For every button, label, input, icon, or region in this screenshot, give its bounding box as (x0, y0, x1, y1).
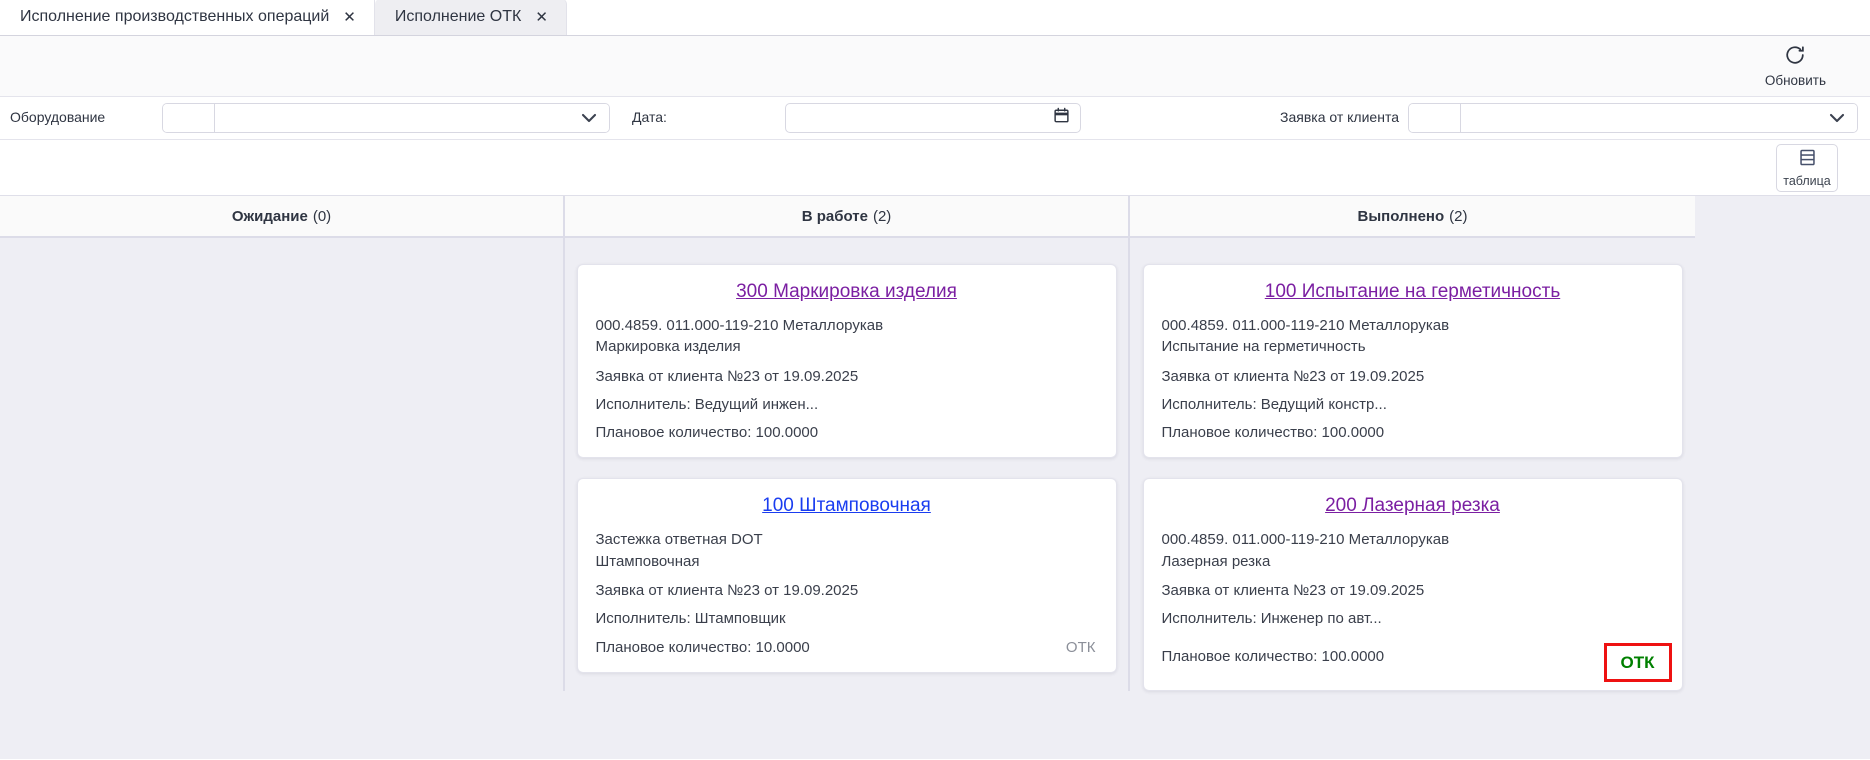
tab-1[interactable]: Исполнение ОТК ✕ (374, 0, 567, 35)
card-quantity-row: Плановое количество: 100.0000 (1162, 422, 1664, 443)
column-title: Ожидание (231, 207, 308, 225)
card-title-link[interactable]: 200 Лазерная резка (1325, 495, 1500, 517)
equipment-filter-select[interactable] (215, 104, 609, 132)
card-quantity: Плановое количество: 100.0000 (595, 424, 819, 442)
operation-card[interactable]: 200 Лазерная резка 000.4859. 011.000-119-… (1142, 478, 1683, 691)
close-icon[interactable]: ✕ (343, 8, 356, 26)
tab-label: Исполнение производственных операций (20, 8, 330, 25)
table-view-label: таблица (1783, 173, 1831, 188)
operation-card[interactable]: 100 Испытание на герметичность 000.4859. … (1142, 264, 1683, 459)
column-card-list (0, 238, 565, 691)
column-card-list: 300 Маркировка изделия 000.4859. 011.000-… (565, 238, 1130, 691)
operation-card[interactable]: 300 Маркировка изделия 000.4859. 011.000-… (576, 264, 1117, 459)
otk-badge-highlighted[interactable]: ОТК (1603, 642, 1672, 682)
column-header: Ожидание (0) (0, 196, 565, 238)
tab-label: Исполнение ОТК (394, 8, 522, 25)
column-title: В работе (801, 207, 868, 225)
card-operation: Маркировка изделия (595, 338, 741, 356)
refresh-icon (1784, 44, 1806, 71)
card-quantity: Плановое количество: 10.0000 (595, 638, 810, 656)
tab-0[interactable]: Исполнение производственных операций ✕ (0, 0, 375, 35)
card-quantity-row: Плановое количество: 100.0000 (596, 422, 1098, 443)
card-performer: Исполнитель: Ведущий констр... (1161, 395, 1387, 413)
date-filter-input[interactable] (785, 103, 1081, 133)
card-title-link[interactable]: 100 Штамповочная (762, 495, 931, 517)
card-product: 000.4859. 011.000-119-210 Металлорукав (1161, 531, 1450, 549)
filter-bar: Оборудование Дата: Заявка от клиента (0, 97, 1870, 140)
card-operation: Штамповочная (595, 552, 700, 570)
column-header: Выполнено (2) (1130, 196, 1695, 238)
card-quantity: Плановое количество: 100.0000 (1161, 424, 1385, 442)
card-client-request: Заявка от клиента №23 от 19.09.2025 (595, 367, 859, 385)
card-quantity-row: Плановое количество: 100.0000 ОТК (1161, 637, 1672, 682)
card-client-request: Заявка от клиента №23 от 19.09.2025 (1161, 582, 1425, 600)
card-product: 000.4859. 011.000-119-210 Металлорукав (595, 317, 884, 334)
equipment-filter-combo[interactable] (162, 103, 610, 133)
column-count: (2) (1449, 207, 1468, 225)
card-product: 000.4859. 011.000-119-210 Металлорукав (1161, 317, 1450, 334)
client-request-filter-select[interactable] (1461, 104, 1857, 132)
card-product: Застежка ответная DOT (595, 531, 763, 549)
client-request-filter-prefix-input[interactable] (1409, 104, 1461, 132)
kanban-column-0: Ожидание (0) (0, 196, 565, 691)
date-filter-label: Дата: (632, 109, 667, 125)
calendar-icon[interactable] (1053, 107, 1070, 129)
kanban-columns: Ожидание (0) В работе (2) 300 Маркировка изд… (0, 196, 1695, 691)
kanban-column-2: Выполнено (2) 100 Испытание на герметичнос… (1130, 196, 1695, 691)
column-header: В работе (2) (565, 196, 1130, 238)
column-card-list: 100 Испытание на герметичность 000.4859. … (1130, 238, 1695, 691)
column-count: (2) (872, 207, 892, 225)
card-quantity: Плановое количество: 100.0000 (1161, 647, 1385, 665)
card-operation: Испытание на герметичность (1161, 338, 1366, 356)
refresh-button[interactable]: Обновить (1757, 42, 1834, 90)
table-view-button[interactable]: таблица (1776, 143, 1838, 192)
client-request-filter-label: Заявка от клиента (1280, 109, 1399, 125)
otk-badge[interactable]: ОТК (1065, 638, 1096, 656)
operation-card[interactable]: 100 Штамповочная Застежка ответная DOT Шта… (576, 478, 1117, 673)
table-icon (1798, 148, 1817, 172)
card-performer: Исполнитель: Инженер по авт... (1161, 610, 1382, 628)
card-performer: Исполнитель: Ведущий инжен... (595, 395, 819, 413)
client-request-filter-combo[interactable] (1408, 103, 1858, 133)
column-title: Выполнено (1357, 207, 1445, 225)
kanban-column-1: В работе (2) 300 Маркировка изделия 000.485… (565, 196, 1130, 691)
equipment-filter-label: Оборудование (10, 109, 106, 125)
card-client-request: Заявка от клиента №23 от 19.09.2025 (595, 582, 859, 600)
close-icon[interactable]: ✕ (535, 8, 548, 26)
tab-bar: Исполнение производственных операций ✕ Исп… (0, 0, 1870, 36)
refresh-label: Обновить (1764, 73, 1826, 88)
card-title-link[interactable]: 300 Маркировка изделия (736, 281, 957, 302)
equipment-filter-prefix-input[interactable] (163, 104, 215, 132)
card-quantity-row: Плановое количество: 10.0000 ОТК (596, 637, 1098, 658)
chevron-down-icon (581, 112, 597, 125)
card-performer: Исполнитель: Штамповщик (595, 610, 786, 628)
column-count: (0) (312, 207, 332, 225)
card-operation: Лазерная резка (1161, 552, 1271, 570)
kanban-board: Ожидание (0) В работе (2) 300 Маркировка изд… (0, 196, 1870, 759)
card-client-request: Заявка от клиента №23 от 19.09.2025 (1161, 367, 1425, 385)
chevron-down-icon (1829, 112, 1845, 125)
view-toggle-bar: таблица (0, 140, 1870, 196)
card-title-link[interactable]: 100 Испытание на герметичность (1264, 281, 1561, 302)
top-action-bar: Обновить (0, 36, 1870, 97)
